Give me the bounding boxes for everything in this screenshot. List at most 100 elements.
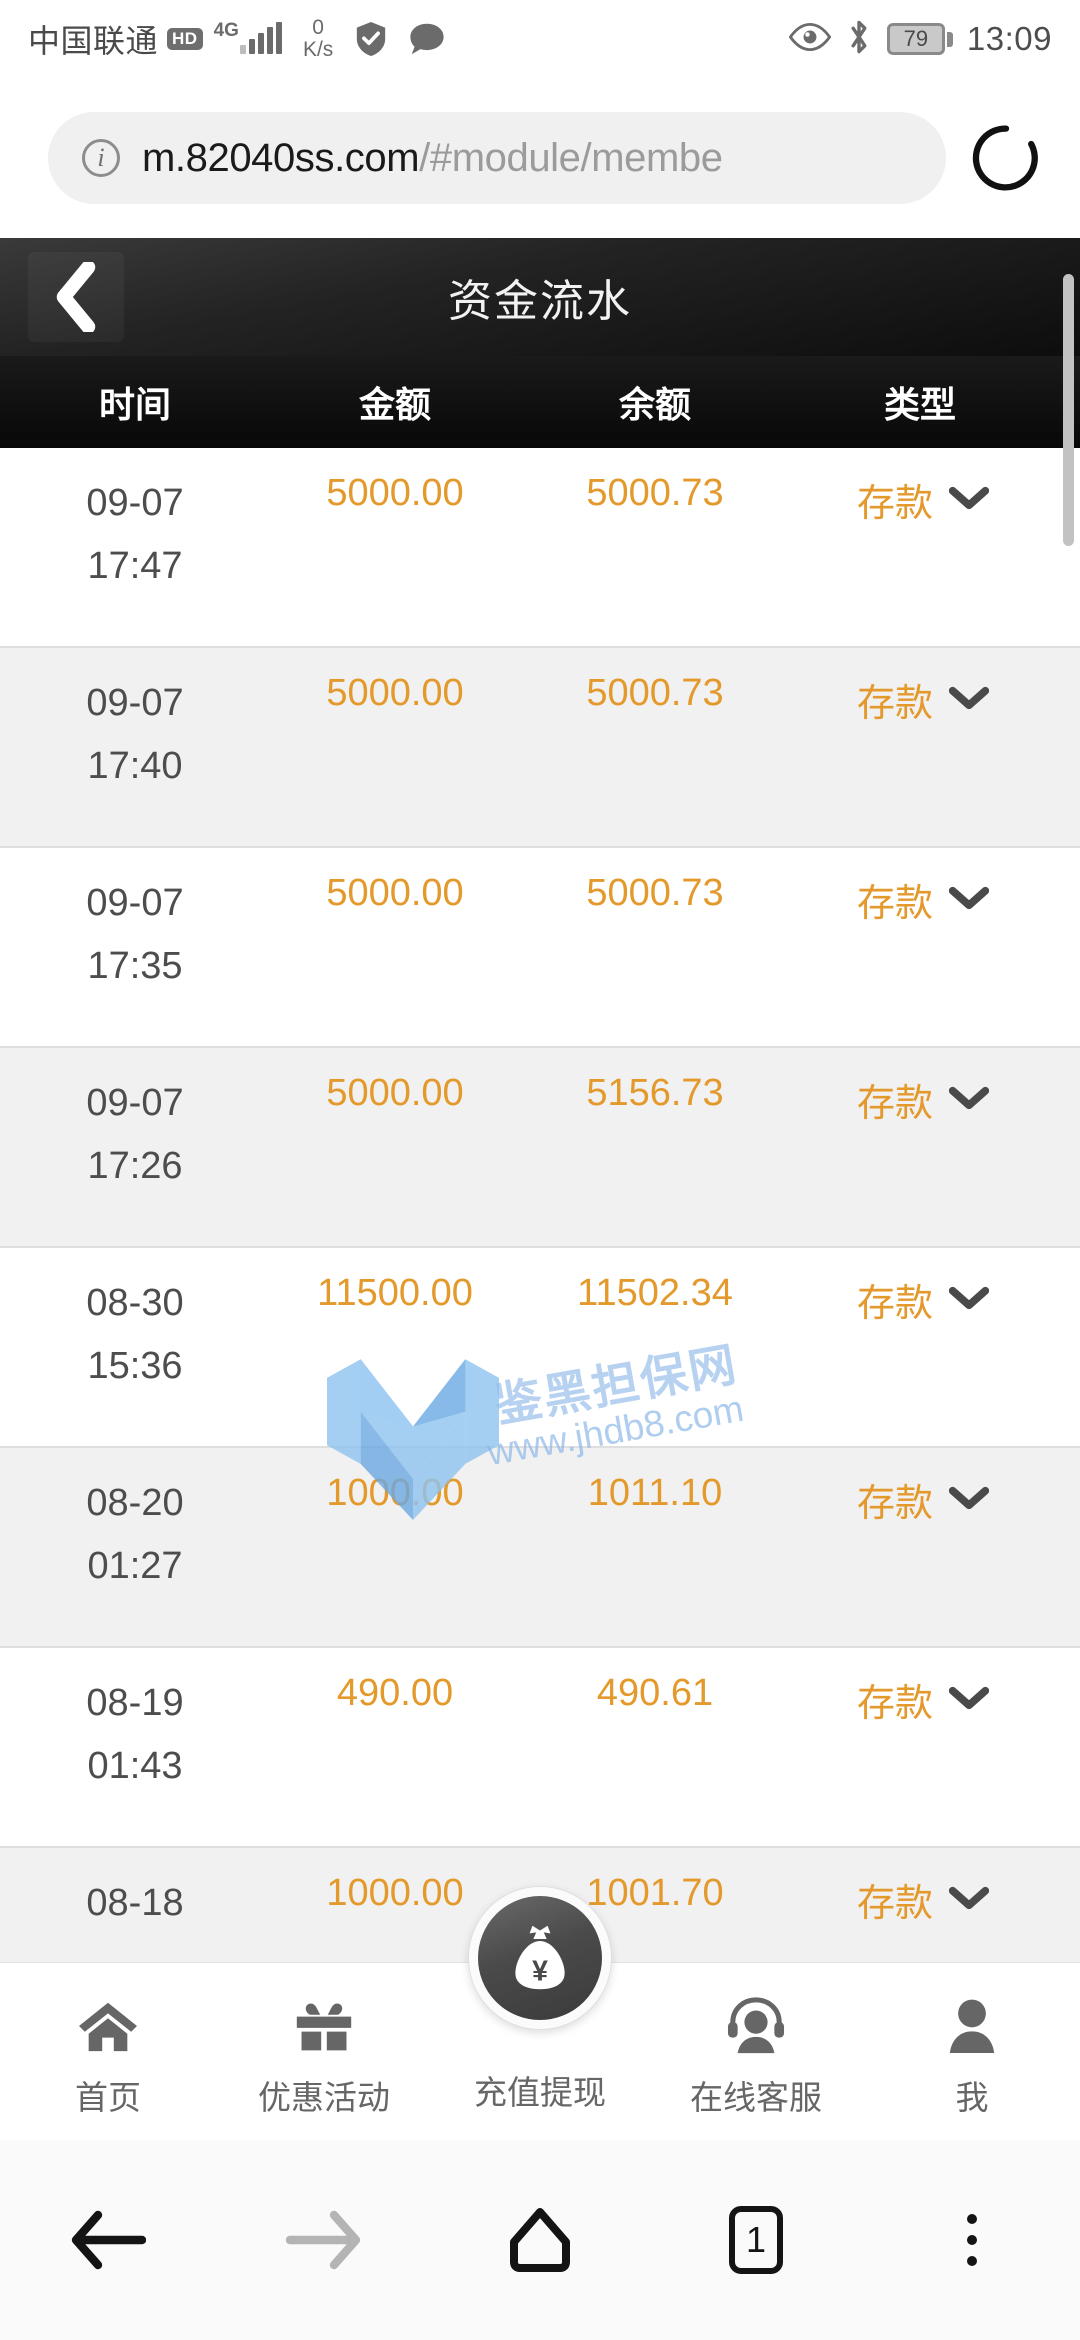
cell-time: 08-30 15:36 — [0, 1272, 270, 1397]
cell-amount: 490.00 — [336, 1672, 454, 1714]
table-row[interactable]: 08-19 01:43 490.00 490.61 存款 — [0, 1648, 1080, 1848]
cell-date: 08-20 — [86, 1482, 184, 1524]
cell-type[interactable]: 存款 — [790, 1072, 1080, 1127]
table-row[interactable]: 08-20 01:27 1000.00 1011.10 存款 — [0, 1448, 1080, 1648]
cell-type[interactable]: 存款 — [790, 1272, 1080, 1327]
chevron-down-icon[interactable] — [949, 1878, 989, 1921]
nav-item-home[interactable]: 首页 — [0, 1963, 216, 2140]
cell-type[interactable]: 存款 — [790, 1872, 1080, 1927]
cell-clock: 17:40 — [87, 744, 183, 787]
cell-time: 08-19 01:43 — [0, 1672, 270, 1797]
data-rate-unit: K/s — [302, 38, 334, 61]
browser-menu-button[interactable] — [864, 2214, 1080, 2266]
cell-time: 09-07 17:35 — [0, 872, 270, 997]
cell-date: 08-30 — [86, 1282, 184, 1324]
nav-label-deposit-withdraw: 充值提现 — [474, 2073, 606, 2111]
cell-type-label: 存款 — [856, 683, 933, 725]
nav-label-promotions: 优惠活动 — [258, 2078, 390, 2116]
chat-bubble-icon — [409, 22, 445, 56]
bluetooth-icon — [845, 18, 873, 61]
chevron-down-icon[interactable] — [949, 1478, 989, 1521]
browser-tabs-button[interactable]: 1 — [648, 2206, 864, 2274]
tab-count-label: 1 — [729, 2206, 783, 2274]
cell-time: 08-20 01:27 — [0, 1472, 270, 1597]
table-row[interactable]: 08-30 15:36 11500.00 11502.34 存款 — [0, 1248, 1080, 1448]
nav-item-promotions[interactable]: 优惠活动 — [216, 1963, 432, 2140]
cell-amount: 5000.00 — [326, 672, 464, 714]
cell-type[interactable]: 存款 — [790, 872, 1080, 927]
person-icon — [945, 1995, 999, 2057]
cell-date: 08-18 — [86, 1882, 184, 1924]
transaction-list[interactable]: 09-07 17:47 5000.00 5000.73 存款 09-07 17:40 5000… — [0, 448, 1080, 2048]
data-rate-value: 0 — [312, 15, 324, 39]
table-column-header: 时间 金额 余额 类型 — [0, 356, 1080, 448]
web-page-content: 资金流水 时间 金额 余额 类型 09-07 17:47 5000.00 5000.7… — [0, 238, 1080, 2140]
info-icon[interactable]: i — [82, 139, 120, 177]
chevron-down-icon[interactable] — [949, 1278, 989, 1321]
chevron-down-icon[interactable] — [949, 878, 989, 921]
signal-bars-icon — [239, 22, 282, 54]
cell-amount: 11500.00 — [317, 1272, 473, 1314]
cell-balance: 1001.70 — [586, 1872, 724, 1914]
browser-toolbar: 1 — [0, 2140, 1080, 2340]
column-header-amount: 金额 — [358, 384, 431, 425]
browser-forward-button — [216, 2209, 432, 2271]
cell-type[interactable]: 存款 — [790, 472, 1080, 527]
home-icon — [77, 1995, 139, 2057]
cell-balance: 5000.73 — [586, 872, 724, 914]
cell-time: 09-07 17:40 — [0, 672, 270, 797]
cell-clock: 17:47 — [87, 544, 183, 587]
chevron-down-icon[interactable] — [949, 1078, 989, 1121]
nav-label-profile: 我 — [955, 2078, 989, 2116]
cell-amount: 5000.00 — [326, 472, 464, 514]
table-row[interactable]: 09-07 17:35 5000.00 5000.73 存款 — [0, 848, 1080, 1048]
cell-date: 09-07 — [86, 882, 184, 924]
battery-level-label: 79 — [903, 26, 929, 51]
cell-time: 08-18 — [0, 1872, 270, 1935]
nav-item-deposit-withdraw[interactable]: ¥ 充值提现 — [432, 1887, 648, 2140]
cell-type[interactable]: 存款 — [790, 1672, 1080, 1727]
headset-support-icon — [725, 1995, 787, 2057]
cell-clock: 01:27 — [87, 1544, 183, 1587]
signal-indicator: 4G — [214, 21, 282, 54]
table-row[interactable]: 09-07 17:26 5000.00 5156.73 存款 — [0, 1048, 1080, 1248]
cell-amount: 5000.00 — [326, 1072, 464, 1114]
cell-time: 09-07 17:47 — [0, 472, 270, 597]
cell-balance: 1011.10 — [587, 1472, 723, 1514]
cell-time: 09-07 17:26 — [0, 1072, 270, 1197]
nav-item-profile[interactable]: 我 — [864, 1963, 1080, 2140]
chevron-down-icon[interactable] — [949, 678, 989, 721]
cell-balance: 11502.34 — [577, 1272, 733, 1314]
browser-home-button[interactable] — [432, 2204, 648, 2276]
cell-balance: 5000.73 — [586, 672, 724, 714]
cell-date: 09-07 — [86, 482, 184, 524]
data-rate: 0 K/s — [302, 15, 334, 61]
cell-date: 09-07 — [86, 1082, 184, 1124]
cell-type[interactable]: 存款 — [790, 1472, 1080, 1527]
chevron-down-icon[interactable] — [949, 478, 989, 521]
nav-item-support[interactable]: 在线客服 — [648, 1963, 864, 2140]
gift-icon — [294, 1995, 354, 2057]
nav-label-support: 在线客服 — [690, 2078, 822, 2116]
svg-text:¥: ¥ — [532, 1956, 548, 1988]
cell-clock: 15:36 — [87, 1344, 183, 1387]
table-row[interactable]: 09-07 17:47 5000.00 5000.73 存款 — [0, 448, 1080, 648]
money-bag-yuan-icon[interactable]: ¥ — [469, 1887, 611, 2029]
vertical-scrollbar[interactable] — [1063, 274, 1074, 546]
column-header-time: 时间 — [98, 384, 171, 425]
status-bar: 中国联通 HD 4G 0 K/s 79 13:09 — [0, 0, 1080, 78]
browser-back-button[interactable] — [0, 2209, 216, 2271]
cell-type[interactable]: 存款 — [790, 672, 1080, 727]
column-header-type: 类型 — [883, 384, 956, 425]
chevron-down-icon[interactable] — [949, 1678, 989, 1721]
reload-spinner-icon[interactable] — [968, 120, 1044, 196]
cell-type-label: 存款 — [856, 1483, 933, 1525]
url-input[interactable]: i m.82040ss.com/#module/membe — [48, 112, 946, 204]
back-button[interactable] — [28, 252, 124, 342]
cell-type-label: 存款 — [856, 1683, 933, 1725]
table-row[interactable]: 09-07 17:40 5000.00 5000.73 存款 — [0, 648, 1080, 848]
cell-amount: 1000.00 — [326, 1472, 464, 1514]
cell-type-label: 存款 — [856, 1883, 933, 1925]
cell-amount: 5000.00 — [326, 872, 464, 914]
cell-clock: 01:43 — [87, 1744, 183, 1787]
